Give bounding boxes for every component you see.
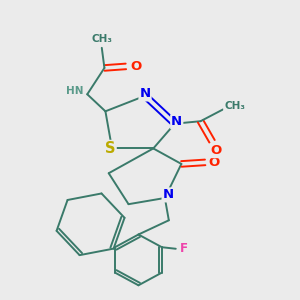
- Text: N: N: [163, 188, 174, 201]
- Text: F: F: [180, 242, 188, 255]
- Text: O: O: [130, 60, 141, 73]
- Text: CH₃: CH₃: [224, 101, 245, 111]
- Text: O: O: [210, 144, 222, 157]
- Text: N: N: [171, 115, 182, 128]
- Text: CH₃: CH₃: [91, 34, 112, 44]
- Text: HN: HN: [66, 85, 83, 96]
- Text: O: O: [209, 156, 220, 169]
- Text: S: S: [105, 141, 116, 156]
- Text: N: N: [140, 88, 151, 100]
